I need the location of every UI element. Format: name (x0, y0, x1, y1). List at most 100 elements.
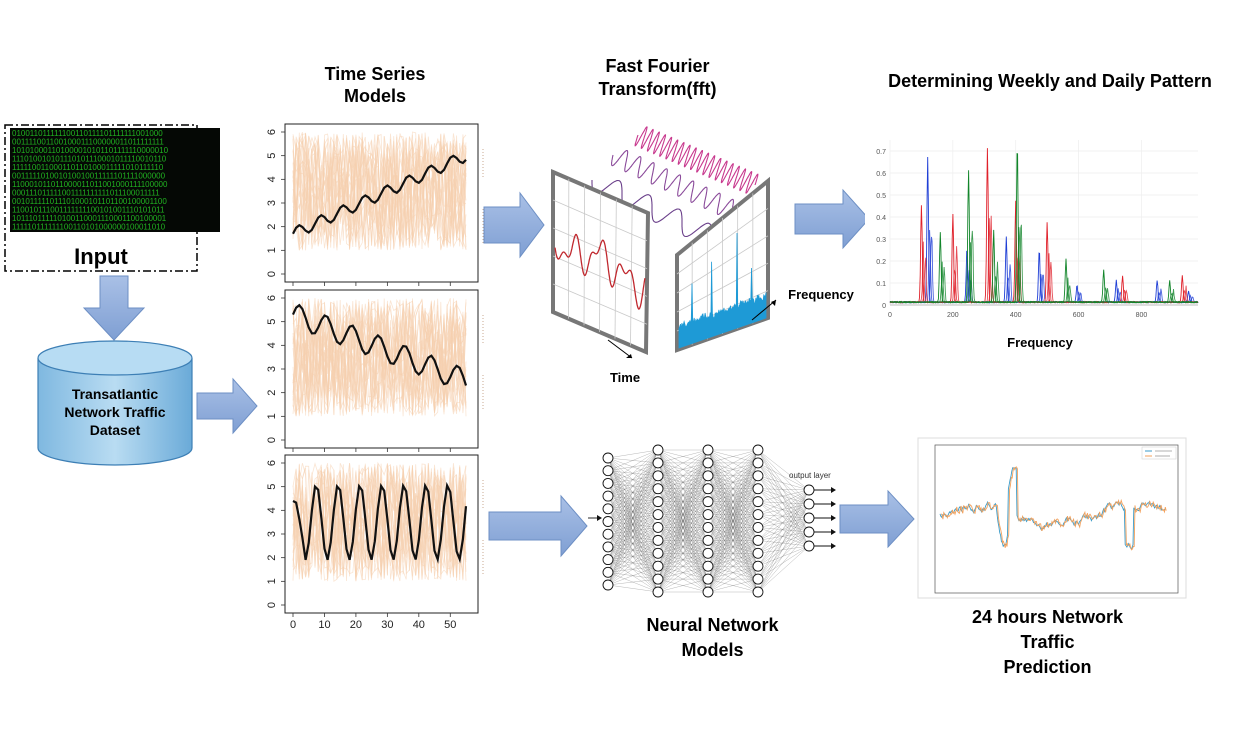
binary-row: 111110011000110110100011111010111110 (12, 163, 164, 172)
nn-neuron (652, 496, 664, 508)
ts-y-tick: 2 (266, 390, 278, 396)
ts-y-tick: 3 (266, 531, 278, 537)
neural-title-line2: Models (681, 640, 744, 660)
nn-neuron (602, 452, 614, 464)
ts-y-tick: 5 (266, 484, 278, 490)
binary-row: 101010001101000010101101111110000010 (12, 146, 169, 155)
binary-row: 101110111110100110001110001100100001 (12, 214, 167, 223)
pattern-y-tick: 0.6 (876, 171, 886, 178)
prediction-title-line2: Traffic (1020, 632, 1075, 652)
prediction-title-line3: Prediction (1003, 657, 1092, 677)
ts-x-tick: 10 (318, 619, 330, 631)
fft-illustration (551, 126, 777, 359)
binary-row: 110001011011000011011001000111100000 (12, 180, 168, 189)
binary-row: 110010111001111111100101001110101011 (12, 206, 165, 215)
input-label: Input (74, 244, 128, 269)
pattern-x-tick: 0 (888, 312, 892, 319)
nn-neuron (752, 457, 764, 469)
time-series-title-line2: Models (343, 86, 406, 106)
time-series-panels: 0123456010203040500123456010203040500123… (266, 123, 484, 631)
nn-neuron (752, 509, 764, 520)
ts-y-tick: 1 (266, 578, 278, 584)
nn-neuron (752, 522, 764, 533)
pattern-y-tick: 0.4 (876, 215, 886, 222)
nn-neuron (702, 534, 714, 546)
binary-row: 001011111011101000101101100100001100 (12, 197, 167, 206)
ts-main-series (291, 303, 468, 386)
pattern-x-tick: 600 (1073, 312, 1085, 319)
pattern-y-tick: 0.5 (876, 193, 886, 200)
nn-neuron (752, 586, 764, 598)
ts-y-tick: 1 (266, 247, 278, 253)
arrow-fft-to-pattern (794, 188, 870, 250)
time-series-title: Time Series Models (300, 63, 450, 107)
nn-neuron (602, 528, 614, 540)
pattern-series-3 (890, 224, 1199, 304)
nn-neuron (752, 534, 764, 546)
nn-neuron (652, 444, 664, 456)
time-series-panel-3: 0 1 2 3 4 5 6 0 10 20 30 40 50 (266, 454, 484, 631)
dataset-cylinder (37, 340, 193, 466)
nn-neuron (803, 540, 815, 552)
arrow-timeseries-to-neural (488, 494, 588, 558)
nn-neuron (803, 498, 815, 510)
ts-y-tick: 6 (266, 460, 278, 466)
binary-row: 001111001100100011100000011011111111 (12, 138, 164, 147)
nn-neuron (702, 509, 714, 520)
fft-title-line2: Transform(fft) (598, 79, 717, 99)
arrow-input-to-dataset (82, 275, 146, 341)
fft-frequency-spectrum (678, 232, 767, 349)
pattern-x-tick: 800 (1136, 312, 1148, 319)
pattern-x-tick: 200 (947, 312, 959, 319)
prediction-chart (917, 437, 1187, 599)
dataset-label-line1: Transatlantic (71, 386, 159, 402)
fft-title-line1: Fast Fourier (605, 56, 710, 76)
nn-neuron (652, 457, 664, 469)
pattern-title: Determining Weekly and Daily Pattern (888, 71, 1212, 91)
nn-neuron (702, 586, 714, 598)
nn-neuron (752, 547, 764, 559)
frequency-pattern-chart: 0 0.1 0.2 0.3 0.4 0.5 0.6 0.7 0 200 400 600 800 (865, 132, 1208, 327)
ts-y-tick: 2 (266, 224, 278, 230)
fft-sine-wave-3 (591, 179, 713, 238)
neural-network-diagram (588, 444, 836, 598)
ts-y-tick: 6 (266, 129, 278, 135)
ts-y-tick: 1 (266, 413, 278, 419)
ts-y-tick: 3 (266, 366, 278, 372)
ts-y-tick: 6 (266, 295, 278, 301)
ts-main-series (292, 481, 468, 564)
nn-neuron (652, 547, 664, 559)
nn-neuron (803, 526, 815, 538)
nn-neuron (803, 512, 815, 524)
pattern-x-tick: 400 (1010, 312, 1022, 319)
nn-neuron (602, 579, 614, 591)
prediction-legend (1141, 446, 1177, 460)
dataset-label-line3: Dataset (89, 422, 141, 438)
time-series-title-line1: Time Series (324, 64, 426, 84)
dataset-label: Transatlantic Network Traffic Dataset (45, 385, 185, 439)
nn-neuron (602, 566, 614, 578)
prediction-title: 24 hours Network Traffic Prediction (945, 605, 1150, 680)
fft-sine-wave-2 (611, 149, 734, 216)
nn-neuron (602, 541, 614, 553)
pattern-y-tick: 0 (882, 303, 886, 310)
nn-neuron (702, 470, 714, 482)
fft-frequency-label: Frequency (788, 287, 854, 302)
nn-neuron (602, 516, 614, 527)
nn-neuron (803, 484, 815, 496)
pattern-y-tick: 0.3 (876, 237, 886, 244)
ts-y-tick: 5 (266, 153, 278, 159)
prediction-forecast-line (940, 466, 1167, 551)
ts-x-tick: 40 (413, 619, 425, 631)
nn-neuron (702, 496, 714, 508)
ts-y-tick: 0 (266, 271, 278, 277)
binary-matrix-digits: 0100110111111001101111011111110010000011… (12, 129, 169, 232)
ts-x-tick: 20 (350, 619, 362, 631)
nn-neuron (702, 522, 714, 533)
pattern-y-tick: 0.2 (876, 259, 886, 266)
nn-neuron (702, 457, 714, 469)
neural-title-line1: Neural Network (646, 615, 779, 635)
